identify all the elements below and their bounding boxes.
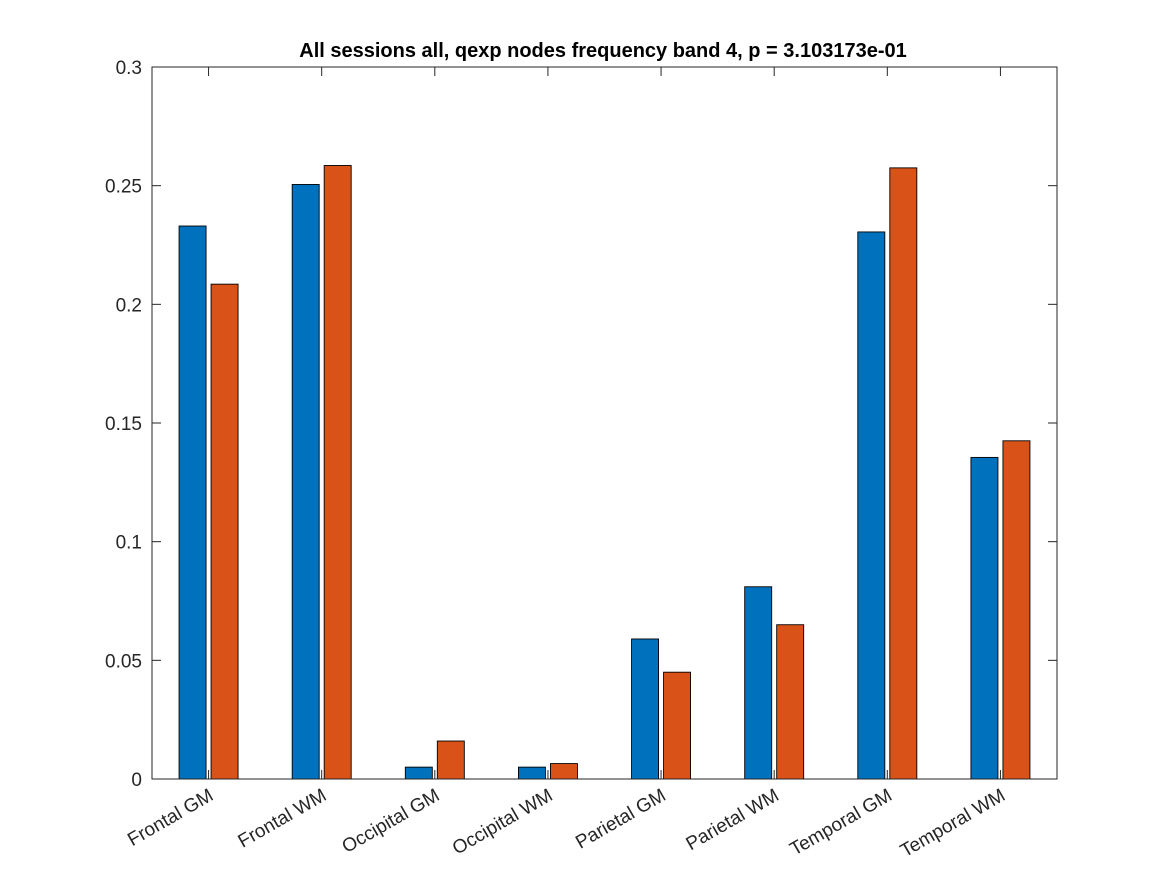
y-tick-label: 0.1 (116, 533, 142, 554)
bar-1-temporal-wm (970, 456, 999, 780)
x-tick-label: Temporal GM (787, 785, 896, 860)
bar-2-temporal-wm (1002, 440, 1031, 780)
axes-box (151, 66, 1058, 780)
bar-2-temporal-gm (889, 167, 918, 780)
x-tick-label: Frontal GM (124, 785, 217, 851)
x-tick-label: Parietal WM (683, 785, 783, 855)
y-tick-label: 0.2 (116, 295, 142, 316)
bar-1-frontal-gm (178, 225, 207, 780)
bar-2-frontal-gm (210, 283, 239, 780)
y-tick-label: 0.3 (116, 58, 142, 79)
chart-title: All sessions all, qexp nodes frequency b… (299, 40, 906, 62)
bars-layer (178, 165, 1031, 780)
x-tick-label: Occipital GM (339, 785, 444, 858)
bar-2-parietal-wm (776, 624, 805, 780)
bar-1-frontal-wm (291, 184, 320, 780)
bar-2-occipital-wm (549, 763, 578, 780)
y-tick-label: 0 (131, 770, 142, 791)
bar-2-parietal-gm (663, 671, 692, 780)
x-tick-label: Occipital WM (449, 785, 556, 859)
bar-1-parietal-gm (631, 638, 660, 780)
x-tick-label: Frontal WM (235, 785, 331, 852)
bar-1-occipital-wm (517, 766, 546, 780)
y-tick-label: 0.05 (105, 651, 142, 672)
bar-1-parietal-wm (744, 586, 773, 780)
y-tick-label: 0.25 (105, 177, 142, 198)
x-tick-label: Temporal WM (897, 785, 1009, 862)
bar-2-occipital-gm (436, 740, 465, 780)
bar-1-temporal-gm (857, 231, 886, 780)
y-tick-label: 0.15 (105, 414, 142, 435)
bar-1-occipital-gm (404, 766, 433, 780)
bar-2-frontal-wm (323, 165, 352, 780)
x-tick-label: Parietal GM (572, 785, 669, 853)
